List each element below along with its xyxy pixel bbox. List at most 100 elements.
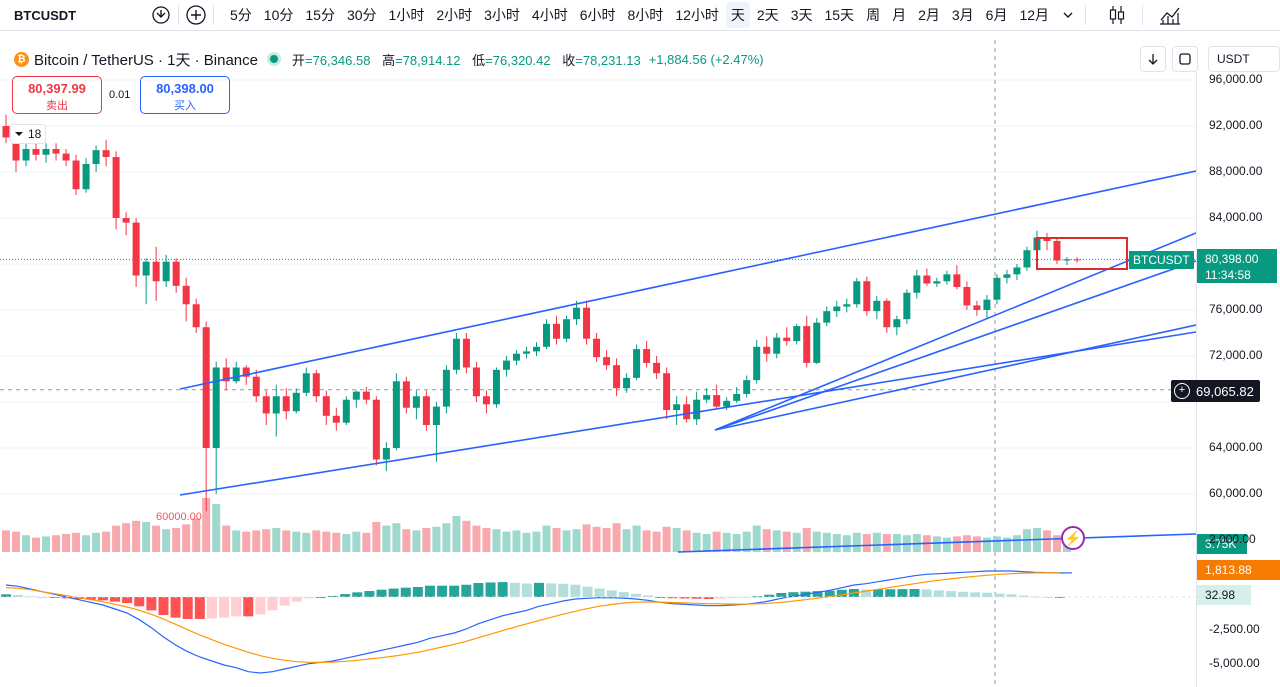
candle-body xyxy=(613,365,621,389)
candle-body xyxy=(262,396,270,414)
volume-bar xyxy=(152,525,161,552)
volume-bar xyxy=(12,531,21,552)
sell-button[interactable]: 80,397.99 卖出 xyxy=(12,76,102,114)
macd-histogram-bar xyxy=(909,589,920,597)
interval-13[interactable]: 3天 xyxy=(790,7,813,23)
candle-body xyxy=(1003,274,1011,278)
macd-histogram-bar xyxy=(279,597,290,606)
volume-bar xyxy=(262,529,271,552)
macd-histogram-bar xyxy=(412,587,423,597)
volume-bar xyxy=(322,531,331,552)
volume-bar xyxy=(392,523,401,552)
interval-18[interactable]: 3月 xyxy=(951,7,974,23)
volume-bar xyxy=(892,534,901,552)
indicator-toggle[interactable]: 18 xyxy=(10,124,47,144)
interval-7[interactable]: 4小时 xyxy=(531,7,568,23)
candle-body xyxy=(793,326,801,342)
trend-drawings xyxy=(179,170,1196,553)
candle-body xyxy=(362,391,370,400)
compare-add-icon[interactable] xyxy=(183,2,209,28)
candle-body xyxy=(522,351,530,354)
interval-20[interactable]: 12月 xyxy=(1019,7,1050,23)
symbol-name[interactable]: BTCUSDT xyxy=(14,7,77,23)
volume-bar xyxy=(712,531,721,552)
volume-bar xyxy=(532,531,541,552)
buy-button[interactable]: 80,398.00 买入 xyxy=(140,76,230,114)
volume-bar xyxy=(732,534,741,552)
lightning-icon[interactable]: ⚡ xyxy=(1061,526,1085,550)
candle-body xyxy=(102,150,110,158)
interval-10[interactable]: 12小时 xyxy=(675,7,719,23)
interval-16[interactable]: 月 xyxy=(892,7,907,23)
candle-body xyxy=(553,323,561,339)
volume-bar xyxy=(312,530,321,552)
interval-3[interactable]: 30分 xyxy=(346,7,377,23)
macd-histogram-bar xyxy=(1030,596,1041,598)
interval-5[interactable]: 2小时 xyxy=(436,7,473,23)
price-tick: 96,000.00 xyxy=(1209,72,1263,86)
interval-2[interactable]: 15分 xyxy=(305,7,335,23)
interval-0[interactable]: 5分 xyxy=(230,7,252,23)
fullscreen-icon[interactable] xyxy=(1172,46,1198,72)
candle-body xyxy=(623,377,631,389)
macd-histogram-bar xyxy=(1054,597,1065,598)
interval-19[interactable]: 6月 xyxy=(985,7,1008,23)
chevron-down-icon[interactable] xyxy=(1055,2,1081,28)
symbol-search[interactable]: BTCUSDT xyxy=(0,0,174,30)
macd-histogram-bar xyxy=(485,582,496,597)
macd-histogram-bar xyxy=(945,591,956,597)
candle-body xyxy=(1013,267,1021,275)
volume-bar xyxy=(592,526,601,552)
trend-line-0 xyxy=(179,170,1196,390)
volume-bar xyxy=(422,528,431,552)
interval-1[interactable]: 10分 xyxy=(263,7,294,23)
macd-histogram-bar xyxy=(582,586,593,597)
volume-bar xyxy=(782,531,791,552)
currency-select[interactable]: USDT xyxy=(1208,46,1280,72)
candle-body xyxy=(32,149,40,155)
price-chart[interactable] xyxy=(0,30,1196,687)
candle-body xyxy=(653,362,661,374)
macd-histogram-bar xyxy=(933,590,944,597)
candle-body xyxy=(232,367,240,382)
close-value: =78,231.13 xyxy=(575,52,641,68)
buy-price: 80,398.00 xyxy=(156,81,214,96)
volume-bar xyxy=(1052,535,1061,552)
candle-body xyxy=(1023,250,1031,268)
candle-body xyxy=(813,322,821,363)
macd-histogram-bar xyxy=(170,597,181,618)
indicators-icon[interactable] xyxy=(1157,2,1183,28)
candle-type-icon[interactable] xyxy=(1104,2,1130,28)
candle-body xyxy=(52,149,60,154)
interval-8[interactable]: 6小时 xyxy=(579,7,616,23)
macd-histogram-bar xyxy=(630,593,641,597)
candle-body xyxy=(462,338,470,368)
macd-histogram-bar xyxy=(824,590,835,597)
interval-17[interactable]: 2月 xyxy=(918,7,940,23)
macd-histogram-bar xyxy=(340,594,351,597)
candle-body xyxy=(1063,259,1071,261)
candle-body xyxy=(583,307,591,339)
macd-histogram-bar xyxy=(570,584,581,597)
volume-bar xyxy=(622,529,631,552)
price-axis[interactable]: 80,398.00 11:34:58 3.75K 1,813.88 32.98 … xyxy=(1196,72,1280,687)
interval-15[interactable]: 周 xyxy=(866,7,881,23)
add-alert-icon[interactable]: + xyxy=(1174,383,1190,399)
volume-bar xyxy=(412,530,421,552)
candle-body xyxy=(222,367,230,382)
interval-6[interactable]: 3小时 xyxy=(484,7,520,23)
add-symbol-icon[interactable] xyxy=(148,2,174,28)
interval-12[interactable]: 2天 xyxy=(756,7,779,23)
macd-histogram-bar xyxy=(243,597,254,617)
interval-4[interactable]: 1小时 xyxy=(388,7,425,23)
candle-body xyxy=(943,274,951,282)
interval-9[interactable]: 8小时 xyxy=(627,7,664,23)
volume-bar xyxy=(572,529,581,552)
interval-14[interactable]: 15天 xyxy=(824,7,855,23)
interval-11[interactable]: 天 xyxy=(725,2,750,28)
candle-body xyxy=(893,319,901,328)
symbol-title[interactable]: Bitcoin / TetherUS · 1天 · Binance xyxy=(34,51,258,69)
arrow-down-icon[interactable] xyxy=(1140,46,1166,72)
macd-histogram-bar xyxy=(1006,594,1017,597)
volume-bar xyxy=(272,528,281,552)
